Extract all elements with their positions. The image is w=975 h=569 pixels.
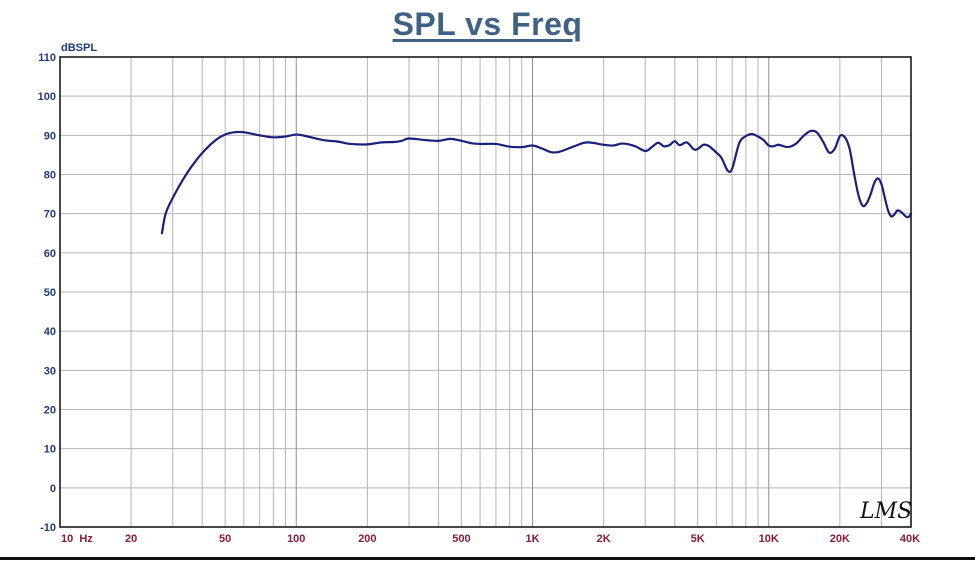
x-tick-label: 1K [525,533,539,545]
x-tick-label: 500 [452,533,470,545]
x-tick-labels: 10 Hz 20 50 100 200 500 1K 2K 5K 10K 20K 40K [61,533,920,545]
plot-frame [59,56,912,528]
y-tick-label: 20 [44,405,56,417]
x-tick-label: 2K [597,533,611,545]
y-tick-label: 50 [44,287,56,299]
x-tick-label: 20 [125,533,137,545]
bottom-divider [0,557,975,560]
x-tick-label: 200 [358,533,376,545]
y-tick-label: 30 [44,365,56,377]
spl-curve [160,129,913,235]
y-tick-label: 60 [44,248,56,260]
x-tick-label: 100 [287,533,305,545]
y-axis-label: dBSPL [61,42,97,54]
x-tick-label: 5K [691,533,705,545]
y-tick-label: -10 [40,522,56,534]
x-tick-label: 50 [219,533,231,545]
y-tick-label: 40 [44,326,56,338]
lms-signature: LMS [859,499,912,524]
y-tick-label: 100 [38,91,56,103]
y-tick-label: 10 [44,444,56,456]
x-tick-label: 40K [900,533,920,545]
x-tick-label: 10K [759,533,779,545]
y-tick-label: 0 [50,483,56,495]
y-tick-labels: -10 0 10 20 30 40 50 60 70 80 90 100 110 [38,52,56,534]
grid-lines [59,56,912,528]
y-tick-label: 110 [38,52,56,64]
y-tick-label: 80 [44,170,56,182]
x-tick-label: 20K [830,533,850,545]
y-tick-label: 70 [44,209,56,221]
chart-title: SPL vs Freq [392,6,583,42]
x-tick-label: 10 Hz [61,533,93,545]
y-tick-label: 90 [44,130,56,142]
